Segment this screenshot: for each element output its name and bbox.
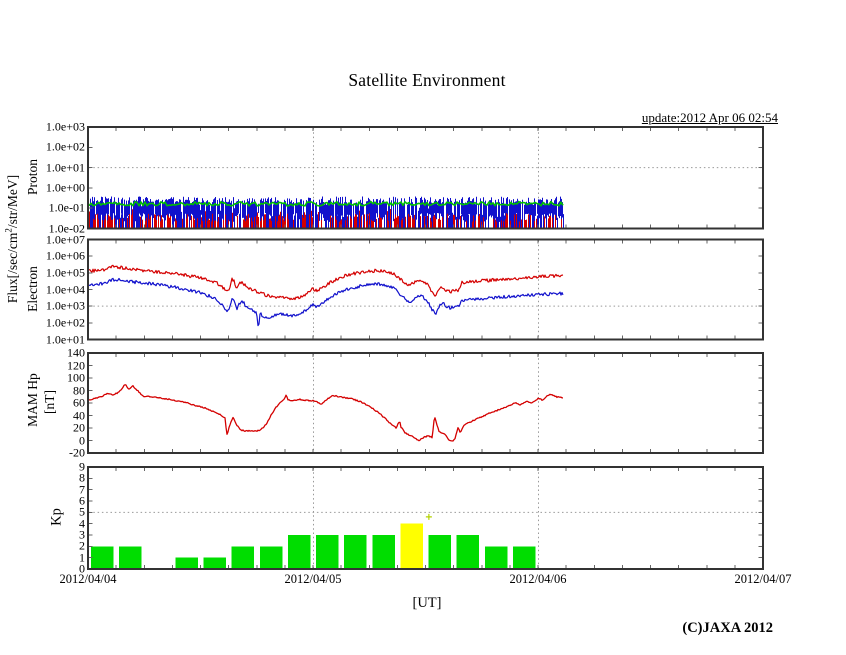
x-date-label: 2012/04/06	[509, 572, 567, 586]
mam-y-tick-label: 20	[73, 420, 85, 435]
kp-bar	[372, 535, 395, 569]
electron-panel-border	[87, 238, 764, 341]
proton-y-tick-label: 1.0e+03	[45, 119, 85, 134]
flux-axis-label: Flux[/sec/cm2/str/MeV]	[3, 175, 21, 303]
x-date-label: 2012/04/04	[59, 572, 117, 586]
proton-y-tick-label: 1.0e+01	[45, 160, 85, 175]
mam-y-tick-label: -20	[69, 445, 85, 460]
kp-bar	[484, 546, 508, 569]
electron-trace-red	[87, 264, 564, 301]
kp-bar	[175, 557, 198, 569]
kp-axis-label: Kp	[48, 508, 65, 526]
electron-y-tick-label: 1.0e+06	[45, 248, 85, 263]
electron-y-tick-label: 1.0e+02	[45, 315, 85, 330]
mam-hp-axis-label: MAM Hp	[25, 373, 40, 427]
kp-y-tick-label: 4	[79, 516, 85, 531]
proton-panel-border	[87, 126, 764, 230]
proton-y-tick-label: 1.0e+00	[45, 180, 85, 195]
proton-y-tick-label: 1.0e-01	[48, 200, 85, 215]
proton-y-tick-label: 1.0e+02	[45, 139, 85, 154]
x-date-label: 2012/04/05	[284, 572, 342, 586]
flux-axis-label-sup: 2	[3, 228, 14, 233]
proton-trace-green	[88, 200, 564, 207]
kp-y-tick-label: 0	[79, 561, 85, 576]
mam-y-tick-label: 80	[73, 383, 85, 397]
x-date-label: 2012/04/07	[734, 572, 792, 586]
kp-bar	[231, 546, 255, 569]
kp-y-tick-label: 2	[79, 538, 85, 553]
kp-bar	[428, 535, 451, 569]
electron-axis-label: Electron	[25, 266, 40, 312]
kp-y-tick-label: 5	[79, 504, 85, 519]
kp-y-tick-label: 9	[79, 459, 85, 474]
kp-bar	[316, 535, 339, 569]
proton-axis-label: Proton	[25, 158, 40, 196]
kp-bar	[91, 546, 114, 569]
kp-bar	[287, 535, 311, 569]
mam-hp-unit-label: [nT]	[42, 390, 57, 414]
electron-y-tick-label: 1.0e+05	[45, 265, 85, 280]
electron-trace-blue	[87, 277, 564, 327]
mam-y-tick-label: 60	[73, 395, 85, 410]
kp-y-tick-label: 1	[79, 550, 85, 565]
mam-y-tick-label: 120	[67, 358, 85, 372]
kp-y-tick-label: 3	[79, 527, 85, 542]
flux-axis-label-pre: Flux[/sec/cm	[4, 232, 20, 304]
kp-y-tick-label: 7	[79, 482, 85, 497]
kp-bar	[456, 535, 480, 569]
kp-y-tick-label: 8	[79, 470, 85, 485]
electron-y-tick-label: 1.0e+01	[45, 332, 85, 346]
mam-panel-border	[87, 352, 764, 454]
update-timestamp: update:2012 Apr 06 02:54	[641, 110, 778, 125]
kp-bar	[512, 546, 536, 569]
kp-bar	[259, 546, 283, 569]
proton-trace-blue	[90, 196, 564, 229]
mam-y-tick-label: 140	[67, 345, 85, 360]
page-title: Satellite Environment	[348, 70, 506, 90]
copyright-notice: (C)JAXA 2012	[682, 620, 773, 636]
kp-y-tick-label: 6	[79, 493, 85, 508]
kp-bar	[203, 557, 226, 569]
electron-y-tick-label: 1.0e+03	[45, 298, 85, 313]
kp-panel-border	[87, 466, 764, 570]
mam-y-tick-label: 40	[73, 408, 85, 422]
time-axis-unit-label: [UT]	[412, 595, 442, 611]
proton-y-tick-label: 1.0e-02	[48, 221, 85, 235]
mam-y-tick-label: 100	[67, 370, 85, 385]
electron-y-tick-label: 1.0e+04	[45, 282, 85, 296]
kp-bar	[400, 523, 423, 569]
mam-y-tick-label: 0	[79, 433, 85, 447]
kp-bar	[344, 535, 367, 569]
flux-axis-label-post: /str/MeV]	[4, 174, 20, 229]
mam-hp-trace	[87, 384, 563, 442]
electron-y-tick-label: 1.0e+07	[45, 232, 85, 246]
kp-bar	[119, 546, 142, 569]
kp-plus-marker	[425, 513, 432, 520]
